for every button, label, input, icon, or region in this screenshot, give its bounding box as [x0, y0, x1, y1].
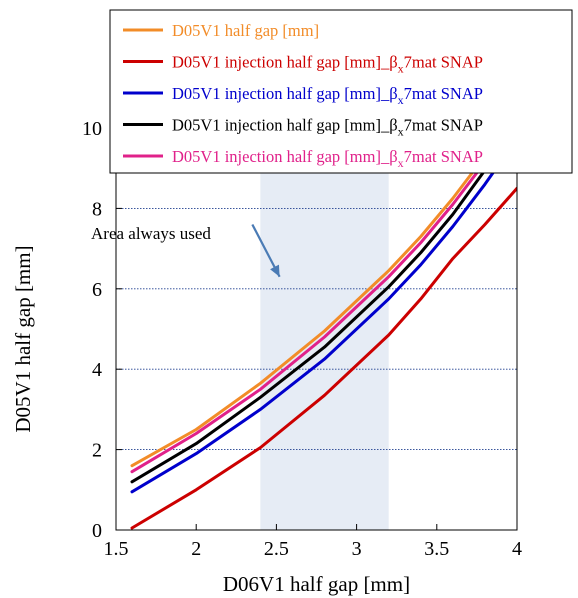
x-tick-label: 2 [191, 538, 201, 560]
series-line-4 [130, 142, 506, 484]
legend-label-3: D05V1 injection half gap [mm]_βx7mat SNA… [172, 84, 483, 107]
legend-label-2: D05V1 injection half gap [mm]_βx7mat SNA… [172, 53, 483, 76]
y-tick-label: 2 [92, 440, 102, 462]
legend-label-5: D05V1 injection half gap [mm]_βx7mat SNA… [172, 147, 483, 170]
x-tick-label: 1.5 [104, 538, 129, 560]
annotation-label: Area always used [91, 224, 211, 243]
series-line-2 [130, 186, 517, 530]
x-tick-label: 4 [512, 538, 522, 560]
y-tick-label: 8 [92, 198, 102, 220]
series-line-3 [130, 148, 511, 494]
plot-area [116, 128, 517, 530]
legend-label-4: D05V1 injection half gap [mm]_βx7mat SNA… [172, 116, 483, 139]
y-tick-label: 4 [92, 359, 102, 381]
y-tick-label: 6 [92, 279, 102, 301]
x-tick-label: 2.5 [264, 538, 289, 560]
x-tick-label: 3.5 [424, 538, 449, 560]
x-tick-label: 3 [352, 538, 362, 560]
legend: D05V1 half gap [mm] D05V1 injection half … [109, 9, 573, 174]
annotation-arrowhead [270, 264, 280, 277]
x-axis-title: D06V1 half gap [mm] [223, 572, 410, 596]
y-axis-title: D05V1 half gap [mm] [11, 245, 35, 432]
legend-box [109, 9, 573, 174]
y-tick-label: 0 [92, 520, 102, 542]
legend-label-1: D05V1 half gap [mm] [172, 21, 319, 40]
y-tick-label: 10 [82, 118, 102, 140]
series-line-5 [130, 136, 503, 474]
